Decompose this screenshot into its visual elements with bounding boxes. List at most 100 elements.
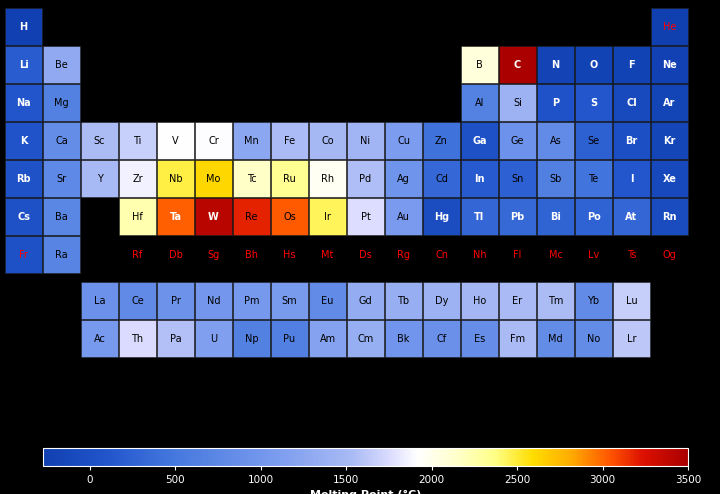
- Bar: [157, 122, 194, 159]
- Text: Ce: Ce: [131, 295, 144, 305]
- Bar: [613, 282, 650, 319]
- Text: Ts: Ts: [627, 249, 636, 259]
- Text: Es: Es: [474, 333, 485, 343]
- Text: V: V: [172, 135, 179, 146]
- Bar: [537, 46, 574, 83]
- Bar: [347, 282, 384, 319]
- Bar: [195, 122, 232, 159]
- Text: Cs: Cs: [17, 211, 30, 221]
- Text: Mg: Mg: [54, 97, 69, 108]
- Text: Mo: Mo: [207, 173, 221, 183]
- Text: Rg: Rg: [397, 249, 410, 259]
- Text: Pb: Pb: [510, 211, 525, 221]
- Text: Cn: Cn: [435, 249, 448, 259]
- Text: Lv: Lv: [588, 249, 599, 259]
- Text: Li: Li: [19, 59, 28, 70]
- Text: La: La: [94, 295, 105, 305]
- Bar: [423, 282, 460, 319]
- Bar: [271, 160, 308, 197]
- Bar: [5, 8, 42, 45]
- Text: O: O: [590, 59, 598, 70]
- Text: Sc: Sc: [94, 135, 105, 146]
- Text: Hs: Hs: [283, 249, 296, 259]
- Bar: [537, 198, 574, 235]
- Text: Fl: Fl: [513, 249, 522, 259]
- Text: Zn: Zn: [435, 135, 448, 146]
- Bar: [43, 84, 80, 121]
- Bar: [195, 160, 232, 197]
- Bar: [575, 320, 612, 357]
- Bar: [613, 320, 650, 357]
- Text: K: K: [19, 135, 27, 146]
- Text: Mn: Mn: [244, 135, 259, 146]
- Bar: [575, 46, 612, 83]
- Text: Cl: Cl: [626, 97, 637, 108]
- Text: W: W: [208, 211, 219, 221]
- Bar: [385, 160, 422, 197]
- Bar: [423, 198, 460, 235]
- Text: Gd: Gd: [359, 295, 372, 305]
- Text: Lu: Lu: [626, 295, 637, 305]
- Text: Nd: Nd: [207, 295, 220, 305]
- Bar: [347, 160, 384, 197]
- Text: Te: Te: [588, 173, 598, 183]
- Text: He: He: [663, 22, 676, 32]
- Text: Ru: Ru: [283, 173, 296, 183]
- Text: Y: Y: [96, 173, 102, 183]
- Text: Xe: Xe: [662, 173, 676, 183]
- Text: Ir: Ir: [324, 211, 331, 221]
- Text: Md: Md: [548, 333, 563, 343]
- Bar: [43, 236, 80, 273]
- Text: Am: Am: [320, 333, 336, 343]
- Bar: [613, 198, 650, 235]
- Text: Pd: Pd: [359, 173, 372, 183]
- Bar: [651, 46, 688, 83]
- Text: Eu: Eu: [321, 295, 333, 305]
- Text: Hf: Hf: [132, 211, 143, 221]
- Bar: [119, 198, 156, 235]
- Text: Si: Si: [513, 97, 522, 108]
- Text: Br: Br: [626, 135, 638, 146]
- Text: Pt: Pt: [361, 211, 370, 221]
- Bar: [5, 84, 42, 121]
- Text: N: N: [552, 59, 559, 70]
- Text: Ba: Ba: [55, 211, 68, 221]
- Text: Pa: Pa: [170, 333, 181, 343]
- Text: Tb: Tb: [397, 295, 410, 305]
- Bar: [233, 282, 270, 319]
- Bar: [271, 122, 308, 159]
- Bar: [119, 282, 156, 319]
- Text: No: No: [587, 333, 600, 343]
- Text: U: U: [210, 333, 217, 343]
- Bar: [537, 320, 574, 357]
- Bar: [651, 160, 688, 197]
- Bar: [461, 46, 498, 83]
- Bar: [271, 282, 308, 319]
- Text: C: C: [514, 59, 521, 70]
- Text: Ds: Ds: [359, 249, 372, 259]
- Text: B: B: [476, 59, 483, 70]
- Text: As: As: [549, 135, 562, 146]
- Text: Pu: Pu: [284, 333, 296, 343]
- Bar: [613, 84, 650, 121]
- Text: Zr: Zr: [132, 173, 143, 183]
- Text: Lr: Lr: [626, 333, 636, 343]
- Bar: [575, 122, 612, 159]
- Bar: [5, 160, 42, 197]
- Text: Po: Po: [587, 211, 600, 221]
- Text: Pm: Pm: [244, 295, 259, 305]
- Text: Ho: Ho: [473, 295, 486, 305]
- Bar: [537, 122, 574, 159]
- Text: Db: Db: [168, 249, 182, 259]
- Bar: [461, 160, 498, 197]
- Bar: [499, 46, 536, 83]
- Text: Ni: Ni: [361, 135, 371, 146]
- Text: P: P: [552, 97, 559, 108]
- Text: Ga: Ga: [472, 135, 487, 146]
- Bar: [499, 160, 536, 197]
- Text: Rf: Rf: [132, 249, 143, 259]
- Bar: [385, 282, 422, 319]
- Text: Hg: Hg: [434, 211, 449, 221]
- Bar: [271, 320, 308, 357]
- Text: Sb: Sb: [549, 173, 562, 183]
